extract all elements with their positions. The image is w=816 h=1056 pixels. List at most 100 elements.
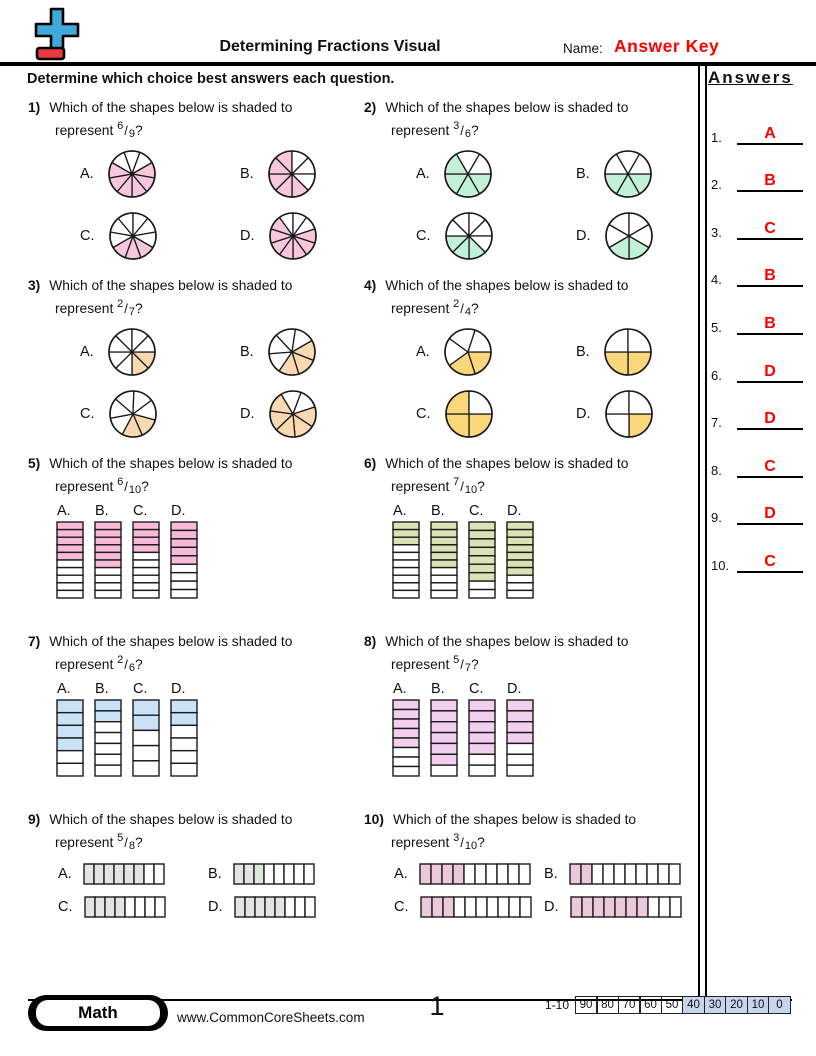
bar-cell-shaded [430,742,458,755]
bar-cell [132,559,160,569]
vertical-bar-chart [170,699,198,777]
option-label: D. [171,681,186,697]
bar-cell [170,749,198,765]
question-number: 5) [28,456,41,471]
vertical-bar-chart [132,699,160,777]
bar-cell [94,753,122,766]
bar-cell [635,863,648,885]
option-label: A. [394,866,408,882]
option-label: D. [208,899,223,915]
question-fraction-line: represent 5/7? [391,654,479,674]
bar-cell [94,742,122,755]
question-line: 10) Which of the shapes below is shaded t… [364,812,700,827]
bar-cell [474,863,487,885]
vertical-bar-chart [56,521,84,599]
bar-cell [170,563,198,574]
fraction-numerator: 3 [453,832,460,844]
bar-cell-shaded [419,863,432,885]
fraction-denominator: 10 [464,484,478,496]
fraction-denominator: 7 [464,662,471,674]
bar-cell-shaded [392,528,420,538]
pie-outline [443,150,492,198]
answer-option: A. [80,327,240,377]
bar-cell-shaded [170,546,198,557]
question-number: 6) [364,456,377,471]
score-cell: 20 [725,996,748,1014]
website-url: www.CommonCoreSheets.com [177,1010,365,1025]
answer-option: B. [94,681,122,777]
answer-option: D. [544,896,700,918]
fraction-numerator: 2 [117,298,124,310]
vertical-bar-chart [94,521,122,599]
vertical-bar-chart [170,521,198,599]
answer-option: A. [56,681,84,777]
pie-outline [108,212,157,260]
header-divider [0,62,816,66]
bar-cell [170,571,198,582]
bar-cell-shaded [506,731,534,745]
answer-option: B. [240,149,400,199]
bar-cell [602,863,615,885]
bar-cell [496,863,509,885]
bar-cell-shaded [103,863,115,885]
bar-cell [293,863,305,885]
bar-cell-shaded [430,559,458,569]
bar-cell [132,566,160,576]
question-block: 6) Which of the shapes below is shaded to… [364,450,700,628]
bar-cell-shaded [170,521,198,532]
bar-cell [94,566,122,576]
answer-option: B. [576,149,736,199]
bar-cell [133,896,146,918]
grading-range-label: 1-10 [544,998,569,1012]
answer-option: C. [468,503,496,599]
answer-number: 6. [711,367,722,383]
option-label: D. [544,899,559,915]
answers-panel: Answers 1. A 2. B 3. C 4. B 5. B 6. D 7. D 8. C 9. D 10. C [707,66,813,573]
bar-cell-shaded [430,863,443,885]
bar-cell-shaded [430,699,458,712]
options-grid: A. B. C. D. [80,327,364,439]
bar-cell [132,744,160,762]
answer-number: 1. [711,129,722,145]
bar-cell-shaded [468,546,496,557]
bar-cell-shaded [580,863,593,885]
answer-option: B. [208,863,364,885]
bar-cell-shaded [468,699,496,712]
bar-cell [56,749,84,765]
bar-cell-shaded [506,521,534,531]
bar-cell-shaded [94,521,122,531]
fraction-slash: / [124,123,128,138]
bar-cell [153,896,166,918]
answer-item: 9. D [707,481,813,529]
option-label: A. [416,344,430,360]
pie-outline [603,328,652,376]
fraction-numerator: 5 [117,832,124,844]
bar-cell-shaded [569,863,582,885]
bar-cell [283,863,295,885]
bar-cell-shaded [273,896,286,918]
bar-cell [143,863,155,885]
answer-option: C. [80,389,240,439]
option-label: B. [95,503,109,519]
bar-cell [507,863,520,885]
fraction-denominator: 10 [464,840,478,852]
bar-cell-shaded [392,718,420,730]
bar-cell [392,765,420,777]
score-cell: 80 [596,996,619,1014]
answer-option: C. [468,681,496,777]
option-label: B. [544,866,558,882]
bar-cell-shaded [56,521,84,531]
bar-cell [506,574,534,584]
bar-cell [646,896,660,918]
bar-cell-shaded [468,563,496,574]
bar-cell-shaded [392,536,420,546]
bar-cell-shaded [170,529,198,540]
bar-cell [452,896,466,918]
answer-option: A. [80,149,240,199]
bar-cell-shaded [83,896,96,918]
answer-option: D. [208,896,364,918]
bar-cell [624,863,637,885]
fraction-numerator: 7 [453,476,460,488]
bar-cell-shaded [253,863,265,885]
bar-cell-shaded [392,727,420,739]
